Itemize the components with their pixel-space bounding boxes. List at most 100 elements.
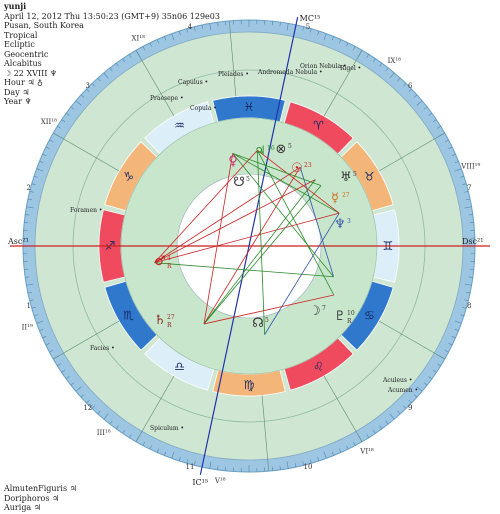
chart-year: Year ♆: [4, 97, 32, 106]
degree-tick: [70, 106, 75, 110]
degree-tick: [385, 420, 389, 425]
degree-tick: [352, 46, 356, 51]
degree-tick: [75, 100, 82, 106]
degree-tick: [109, 420, 113, 425]
sign-glyph-aries: ♈: [313, 119, 324, 133]
degree-tick: [171, 33, 175, 41]
degree-tick: [454, 161, 459, 164]
degree-tick: [171, 451, 175, 459]
degree-tick: [115, 425, 119, 430]
fixed-star-label: Pleiades •: [218, 71, 249, 78]
house-number: 4: [188, 23, 193, 31]
degree-tick: [86, 88, 90, 93]
degree-tick: [25, 214, 30, 216]
degree-tick: [42, 336, 47, 339]
degree-tick: [331, 451, 334, 456]
house-number: 7: [467, 184, 471, 192]
fixed-star-label: Capulus •: [178, 79, 208, 86]
degree-tick: [65, 112, 70, 116]
planet-degree-label: 16: [267, 145, 275, 152]
planet-retrograde-label: R: [347, 318, 352, 325]
degree-tick: [389, 413, 395, 420]
planet-degree-label: 5: [265, 317, 269, 324]
auriga: Auriga ♃: [4, 503, 41, 512]
sign-glyph-scorpio: ♏: [123, 309, 134, 323]
degree-tick: [460, 175, 465, 178]
house-cusp-line: [229, 20, 237, 97]
degree-tick: [460, 314, 465, 317]
degree-tick: [149, 42, 152, 47]
degree-tick: [385, 67, 389, 72]
degree-tick: [103, 72, 109, 79]
aspect-line: [154, 166, 301, 264]
chart-info: yunji April 12, 2012 Thu 13:50:23 (GMT+9…: [4, 1, 220, 107]
aspect-line: [203, 294, 334, 325]
degree-tick: [454, 168, 462, 172]
house-cusp-label: II¹⁹: [22, 324, 33, 332]
degree-tick: [317, 30, 320, 35]
chart-coords: Ecliptic: [4, 40, 35, 49]
degree-tick: [402, 405, 407, 409]
degree-tick: [209, 23, 212, 31]
planet-saturn-icon: ♄: [154, 313, 166, 328]
degree-tick: [352, 441, 356, 446]
degree-tick: [128, 54, 132, 58]
planet-retrograde-label: R: [167, 322, 172, 329]
degree-tick: [444, 139, 449, 143]
degree-tick: [70, 382, 75, 386]
degree-tick: [466, 291, 471, 294]
planet-south-node-icon: ☋: [233, 175, 245, 190]
degree-tick: [413, 94, 418, 98]
house-cusp-label: XI¹⁸: [132, 35, 146, 43]
fixed-star-label: Orion Nebula •: [300, 63, 347, 70]
planet-pluto-icon: ♇: [334, 309, 346, 324]
degree-tick: [57, 125, 61, 129]
degree-tick: [194, 26, 196, 31]
degree-tick: [27, 198, 32, 201]
house-cusp-line: [323, 50, 363, 117]
angle-label-ic: IC¹⁵: [192, 478, 208, 487]
chart-footer: AlmutenFiguris ♃ Doriphoros ♃ Auriga ♃: [4, 484, 77, 513]
house-cusp-label: VI¹⁸: [359, 447, 374, 455]
degree-tick: [423, 106, 428, 110]
degree-tick: [437, 125, 441, 129]
degree-tick: [462, 306, 467, 309]
degree-tick: [464, 283, 472, 286]
degree-tick: [416, 386, 423, 392]
degree-tick: [466, 198, 471, 201]
degree-tick: [194, 461, 196, 466]
planet-part-of-fortune-icon: ⊗: [276, 142, 287, 157]
degree-tick: [164, 36, 167, 41]
house-cusp-label: IX¹⁸: [388, 57, 402, 65]
fixed-star-label: Rigel •: [340, 65, 361, 72]
fixed-star-label: Praesepe •: [150, 95, 184, 102]
aspect-line: [232, 153, 334, 278]
degree-tick: [454, 328, 459, 331]
planet-degree-label: 5: [353, 171, 357, 178]
house-cusp-line: [135, 375, 175, 442]
fixed-star-label: Facies •: [90, 345, 115, 352]
degree-tick: [97, 410, 101, 415]
degree-tick: [379, 425, 383, 430]
fixed-star-label: Acumen •: [387, 387, 418, 394]
aspect-line: [203, 179, 316, 325]
planet-degree-label: 7: [322, 305, 326, 312]
sign-glyph-leo: ♌: [313, 359, 324, 373]
degree-tick: [286, 461, 289, 469]
degree-tick: [346, 42, 349, 47]
degree-tick: [451, 153, 456, 156]
planet-degree-label: 4: [167, 255, 171, 262]
degree-tick: [75, 386, 82, 392]
house-number: 12: [83, 404, 92, 412]
planet-sun-icon: ☉: [291, 161, 303, 176]
angle-label-asc: Asc²¹: [7, 237, 29, 246]
degree-tick: [25, 276, 30, 278]
degree-tick: [36, 320, 44, 324]
degree-tick: [80, 394, 85, 398]
degree-tick: [61, 369, 66, 373]
degree-tick: [279, 22, 281, 27]
degree-tick: [444, 349, 449, 353]
degree-tick: [86, 399, 90, 404]
sign-glyph-pisces: ♓: [244, 100, 255, 114]
sign-glyph-virgo: ♍: [244, 378, 255, 392]
